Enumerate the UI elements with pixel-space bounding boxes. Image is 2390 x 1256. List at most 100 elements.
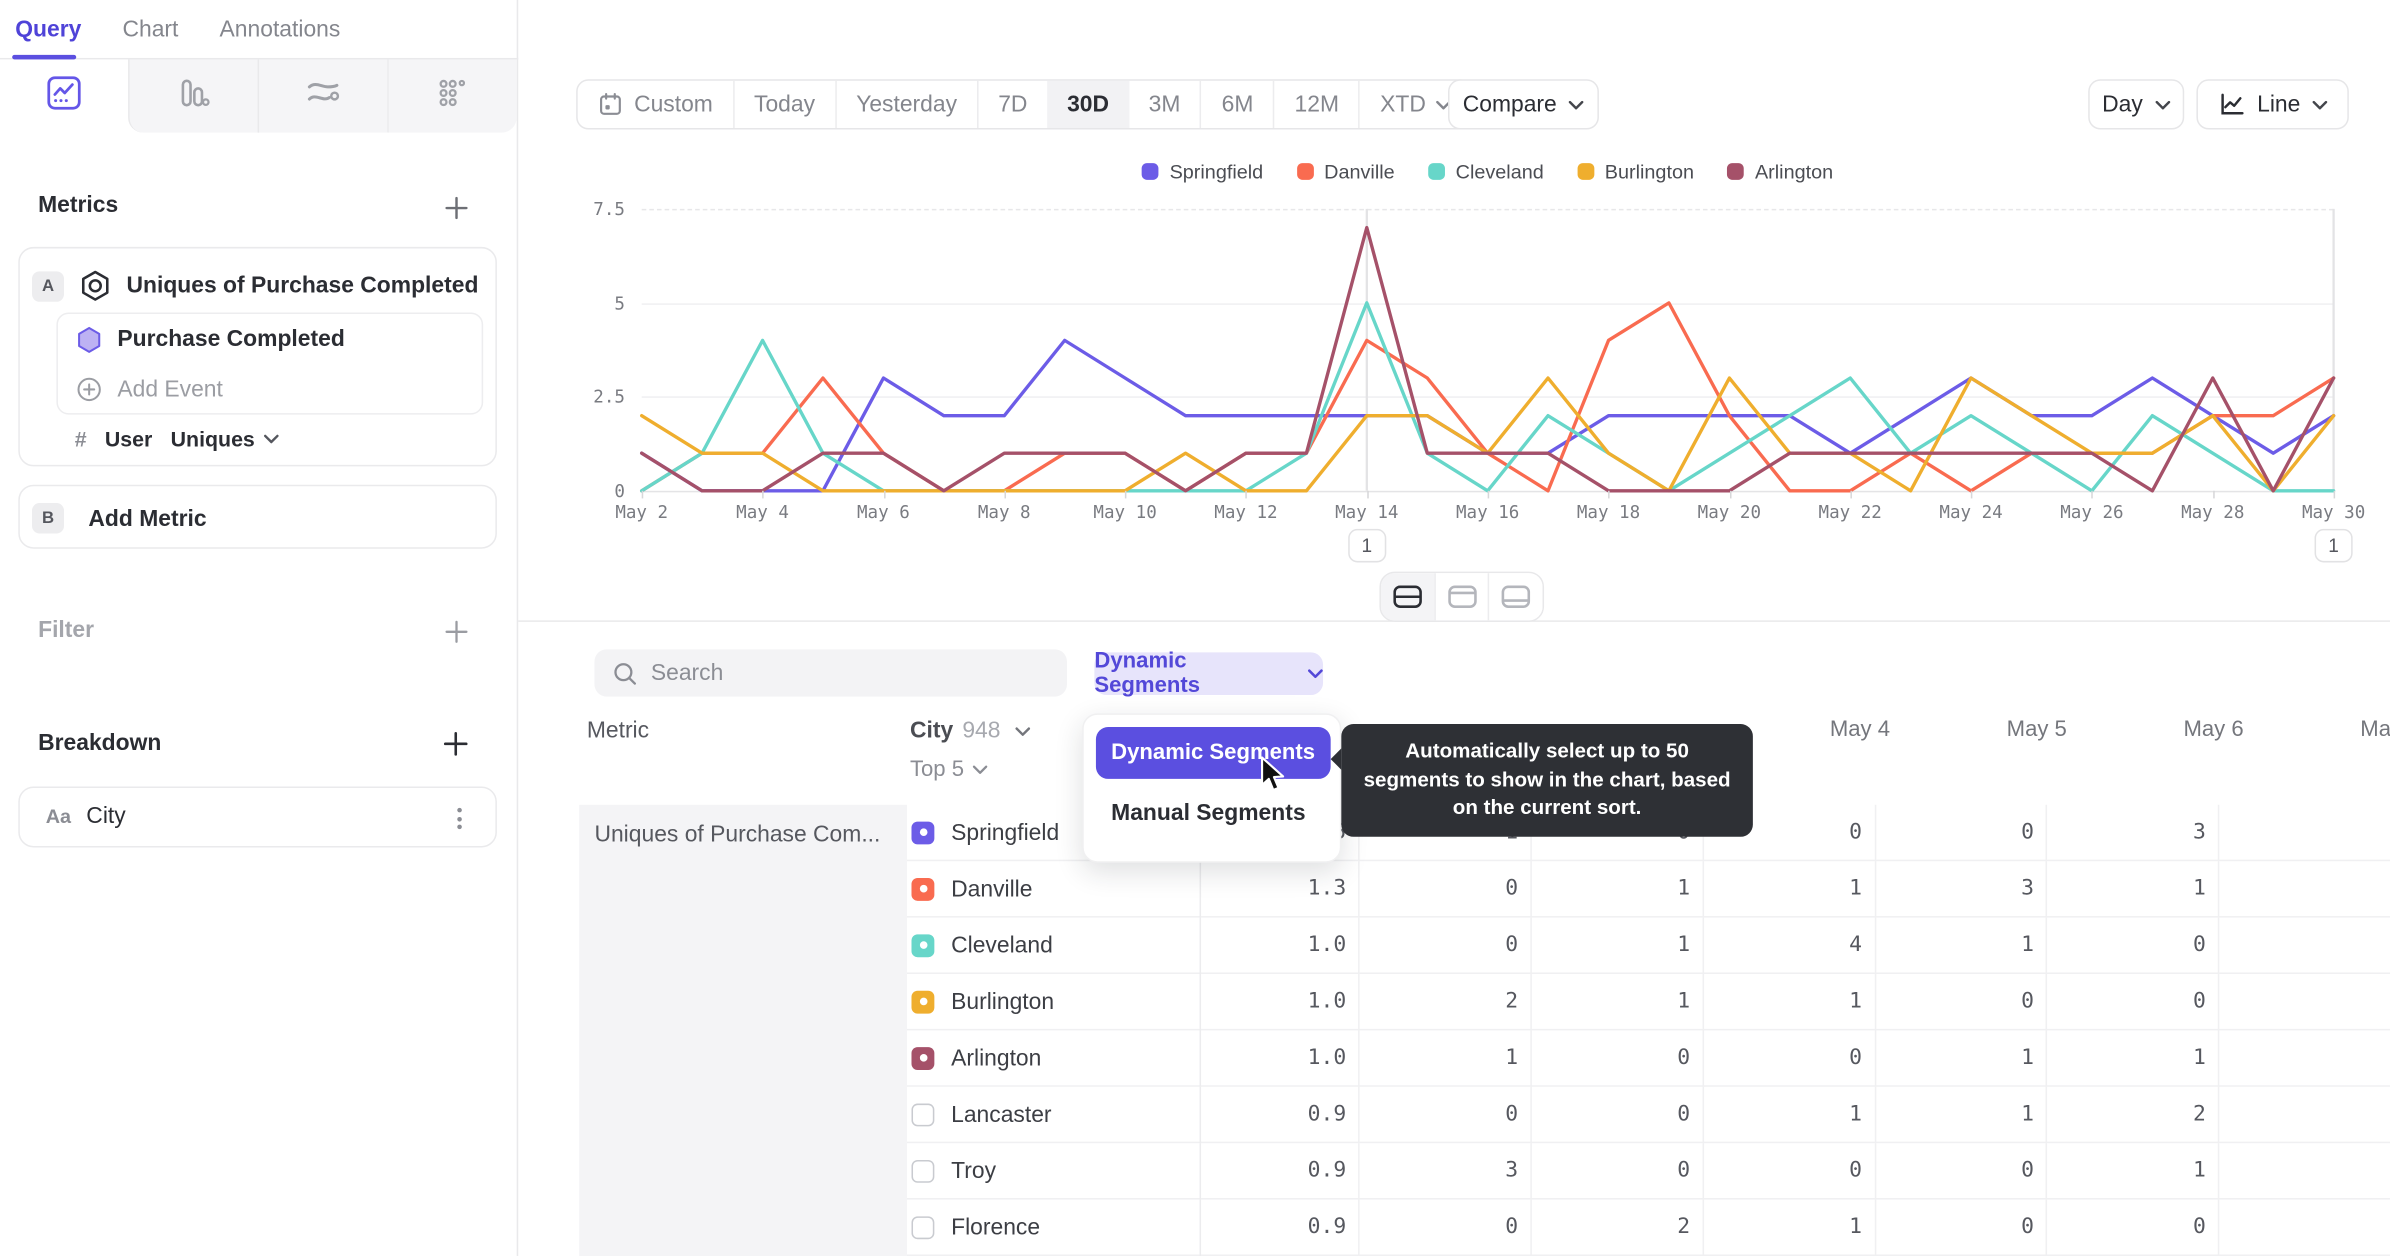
- range-12m[interactable]: 12M: [1273, 80, 1359, 129]
- add-metric-plus-button[interactable]: [441, 192, 471, 222]
- table-header-group[interactable]: City 948: [910, 718, 1031, 744]
- range-xtd[interactable]: XTD: [1358, 80, 1472, 129]
- property-type-tag: Aa: [45, 804, 72, 828]
- day-value-cell: 0: [1702, 1142, 1874, 1199]
- compare-button[interactable]: Compare: [1448, 79, 1599, 130]
- interval-dropdown[interactable]: Day: [2088, 79, 2185, 130]
- event-row[interactable]: Purchase Completed: [58, 314, 482, 364]
- segment-name-cell[interactable]: Florence: [907, 1214, 1200, 1240]
- legend-item-burlington[interactable]: Burlington: [1577, 160, 1694, 183]
- measure-row[interactable]: # User Uniques: [75, 427, 280, 451]
- segment-checkbox-unchecked[interactable]: [911, 1215, 935, 1239]
- search-input[interactable]: [650, 659, 1017, 686]
- chart-type-switcher: [0, 59, 517, 133]
- segment-search[interactable]: [594, 649, 1067, 697]
- segment-label: Florence: [951, 1214, 1041, 1240]
- range-6m[interactable]: 6M: [1200, 80, 1273, 129]
- segment-label: Lancaster: [951, 1101, 1052, 1128]
- segment-name-cell[interactable]: Burlington: [907, 988, 1200, 1014]
- range-yesterday[interactable]: Yesterday: [834, 80, 977, 129]
- legend-swatch: [1577, 163, 1595, 180]
- chart-type-segmentation-tile[interactable]: [387, 59, 517, 133]
- x-axis-tick: [762, 490, 765, 499]
- segment-name-cell[interactable]: Springfield: [907, 819, 1200, 845]
- segment-checkbox-checked[interactable]: [911, 933, 935, 957]
- x-axis-label: May 2: [615, 501, 669, 523]
- metric-a-card[interactable]: A Uniques of Purchase Completed Purchase…: [18, 246, 497, 467]
- legend-item-cleveland[interactable]: Cleveland: [1428, 160, 1544, 183]
- x-axis-label: May 6: [857, 501, 910, 523]
- series-line-springfield: [640, 338, 2336, 493]
- calendar-icon: [600, 92, 621, 115]
- x-axis-tick: [883, 490, 885, 499]
- range-7d[interactable]: 7D: [976, 80, 1047, 129]
- breakdown-section-title: Breakdown: [38, 730, 162, 757]
- x-axis-tick: [1366, 490, 1369, 499]
- dot-grid-icon: [436, 75, 470, 116]
- chart-type-bar-tile[interactable]: [128, 59, 258, 133]
- menu-item-dynamic-segments[interactable]: Dynamic Segments: [1095, 727, 1331, 779]
- day-value-cell: [2218, 1142, 2390, 1199]
- legend-item-danville[interactable]: Danville: [1296, 160, 1395, 183]
- add-filter-plus-button[interactable]: [441, 616, 471, 646]
- segment-checkbox-checked[interactable]: [911, 877, 935, 901]
- add-breakdown-plus-button[interactable]: [441, 729, 471, 759]
- layout-split-option[interactable]: [1380, 573, 1434, 621]
- segment-checkbox-checked[interactable]: [911, 820, 935, 844]
- segment-name-cell[interactable]: Danville: [907, 876, 1200, 902]
- kebab-menu-icon[interactable]: [457, 807, 462, 830]
- table-row-lancaster: Lancaster 0.9 0 0 1 1 2: [906, 1086, 2390, 1144]
- x-axis-tick: [1487, 490, 1490, 499]
- breakdown-city-card[interactable]: Aa City: [18, 786, 497, 848]
- segment-name-cell[interactable]: Troy: [907, 1158, 1200, 1184]
- day-value-cell: 0: [1530, 1029, 1702, 1087]
- menu-item-manual-segments[interactable]: Manual Segments: [1111, 800, 1306, 827]
- legend-item-springfield[interactable]: Springfield: [1142, 160, 1263, 183]
- x-axis-tick: [2212, 490, 2215, 499]
- layout-top-option[interactable]: [1433, 573, 1489, 621]
- segment-name-cell[interactable]: Lancaster: [907, 1101, 1200, 1127]
- range-30d[interactable]: 30D: [1047, 80, 1129, 129]
- avg-value-cell: 0.9: [1199, 1142, 1359, 1199]
- range-custom[interactable]: Custom: [578, 81, 733, 128]
- add-event-row[interactable]: Add Event: [58, 364, 482, 414]
- annotation-badge[interactable]: 1: [2314, 528, 2353, 563]
- chart-type-line-tile[interactable]: [0, 59, 129, 133]
- range-today[interactable]: Today: [732, 80, 835, 129]
- segment-checkbox-unchecked[interactable]: [911, 1102, 935, 1126]
- segment-name-cell[interactable]: Cleveland: [907, 932, 1200, 958]
- x-axis-tick: [2091, 490, 2094, 499]
- chart-style-dropdown[interactable]: Line: [2196, 79, 2349, 130]
- segments-mode-button[interactable]: Dynamic Segments: [1094, 649, 1324, 698]
- tooltip-text: Automatically select up to 50 segments t…: [1363, 739, 1731, 819]
- segments-mode-tooltip: Automatically select up to 50 segments t…: [1330, 724, 1753, 837]
- x-axis-tick: [1850, 490, 1852, 499]
- legend-item-arlington[interactable]: Arlington: [1727, 160, 1833, 183]
- tab-annotations[interactable]: Annotations: [219, 16, 341, 42]
- segment-checkbox-unchecked[interactable]: [911, 1159, 935, 1183]
- table-header-topn[interactable]: Top 5: [910, 758, 989, 782]
- segment-checkbox-checked[interactable]: [911, 989, 935, 1013]
- x-axis-tick: [1125, 490, 1127, 499]
- layout-bottom-option[interactable]: [1488, 573, 1543, 621]
- metric-b-card[interactable]: B Add Metric: [18, 484, 497, 549]
- x-axis-label: May 8: [977, 501, 1031, 523]
- segment-label: Danville: [951, 875, 1033, 902]
- annotation-badge[interactable]: 1: [1347, 528, 1386, 563]
- tab-query[interactable]: Query: [15, 16, 82, 42]
- chart-type-flow-tile[interactable]: [257, 59, 388, 133]
- x-axis-tick: [2333, 490, 2336, 499]
- column-header-may-4[interactable]: May 4: [1829, 717, 1891, 743]
- segment-name-cell[interactable]: Arlington: [907, 1045, 1200, 1071]
- range-3m[interactable]: 3M: [1148, 91, 1181, 118]
- column-header-may-5[interactable]: May 5: [2006, 717, 2067, 743]
- gridline-y-2.5: [641, 396, 2334, 399]
- column-header-may-7[interactable]: May 7: [2360, 717, 2390, 743]
- gridline-y-5: [641, 302, 2334, 305]
- interval-label: Day: [2102, 91, 2143, 118]
- chart-plot[interactable]: [640, 208, 2336, 493]
- column-header-may-6[interactable]: May 6: [2183, 717, 2244, 743]
- segment-checkbox-checked[interactable]: [911, 1046, 935, 1070]
- tab-chart[interactable]: Chart: [122, 16, 179, 42]
- group-count: 948: [962, 717, 1001, 744]
